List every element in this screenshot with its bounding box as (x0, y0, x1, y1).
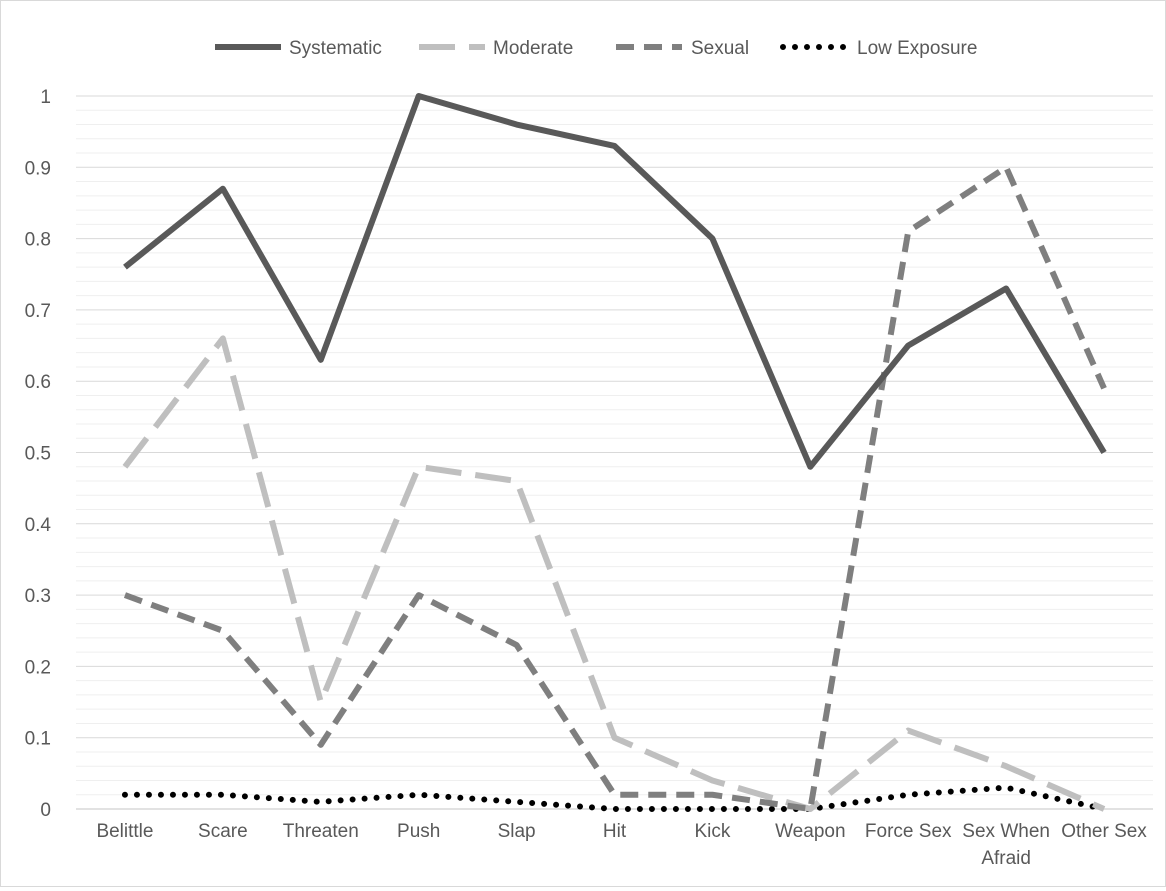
x-tick-label: Scare (198, 821, 248, 842)
series-line (125, 338, 1104, 809)
legend-label: Moderate (493, 38, 573, 59)
legend-item: Systematic (215, 38, 382, 59)
series-low-exposure (125, 788, 1104, 810)
y-tick-label: 0.6 (25, 372, 51, 393)
y-tick-label: 0.1 (25, 729, 51, 750)
y-tick-label: 0.5 (25, 444, 51, 465)
legend-label: Systematic (289, 38, 382, 59)
x-tick-label-line: Push (397, 821, 440, 842)
x-tick-label-line: Belittle (96, 821, 153, 842)
x-tick-label: Slap (498, 821, 536, 842)
y-tick-label: 0.8 (25, 230, 51, 251)
legend: Systematic Moderate Sexual Low Exposure (215, 38, 977, 59)
y-axis: 0 0.1 0.2 0.3 0.4 0.5 0.6 0.7 0.8 0.9 1 (25, 87, 52, 821)
series-line (125, 167, 1104, 809)
x-tick-label: Force Sex (865, 821, 952, 842)
x-tick-label-line: Threaten (283, 821, 359, 842)
x-tick-label-line: Hit (603, 821, 627, 842)
series-sexual (125, 167, 1104, 809)
x-tick-label: Belittle (96, 821, 153, 842)
series-moderate (125, 338, 1104, 809)
x-tick-label-line: Slap (498, 821, 536, 842)
legend-item: Moderate (419, 38, 573, 59)
x-tick-label: Other Sex (1061, 821, 1147, 842)
x-tick-label: Weapon (775, 821, 845, 842)
legend-item: Sexual (616, 38, 749, 59)
x-axis: Belittle Scare Threaten Push Slap Hit Kick Weap… (76, 809, 1153, 869)
y-tick-label: 0.9 (25, 158, 51, 179)
y-tick-label: 1 (40, 87, 51, 108)
x-tick-label: Push (397, 821, 440, 842)
x-tick-label-line: Weapon (775, 821, 845, 842)
x-tick-label-line: Kick (694, 821, 730, 842)
legend-item: Low Exposure (783, 38, 977, 59)
y-tick-label: 0.4 (25, 515, 52, 536)
x-tick-label-line: Force Sex (865, 821, 952, 842)
series-line (125, 788, 1104, 809)
x-tick-label: Hit (603, 821, 627, 842)
x-tick-label-line: Sex When (962, 821, 1050, 842)
y-tick-label: 0 (40, 800, 51, 821)
legend-label: Sexual (691, 38, 749, 59)
x-tick-label: Sex When Afraid (962, 821, 1050, 869)
x-tick-label-line: Other Sex (1061, 821, 1147, 842)
legend-label: Low Exposure (857, 38, 977, 59)
major-gridlines (76, 96, 1153, 738)
y-tick-label: 0.7 (25, 301, 51, 322)
x-tick-label: Kick (694, 821, 730, 842)
x-tick-label-line: Scare (198, 821, 248, 842)
y-tick-label: 0.3 (25, 586, 51, 607)
x-tick-label: Threaten (283, 821, 359, 842)
y-tick-label: 0.2 (25, 657, 51, 678)
x-tick-label-line: Afraid (981, 848, 1031, 869)
